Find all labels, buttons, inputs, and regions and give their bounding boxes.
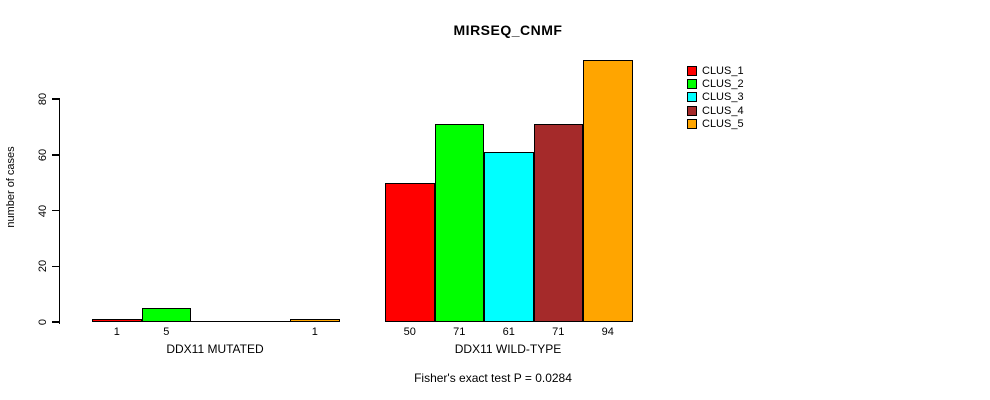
legend-label: CLUS_2 <box>702 78 744 91</box>
bar-clus_2 <box>141 308 191 322</box>
legend-item: CLUS_1 <box>687 64 744 77</box>
bar-clus_3 <box>484 151 534 322</box>
bar-clus_1 <box>92 319 142 322</box>
bar-value-label: 5 <box>163 326 170 338</box>
bar-value-label: 71 <box>453 326 466 338</box>
bar-clus_1 <box>385 182 435 322</box>
y-tick-mark <box>52 265 60 267</box>
y-tick-label: 80 <box>37 92 49 106</box>
clus_4-color-swatch <box>687 105 697 116</box>
bar-clus_5 <box>290 319 340 322</box>
bar-value-label: 50 <box>403 326 416 338</box>
y-tick-label: 20 <box>37 260 49 273</box>
legend-label: CLUS_4 <box>702 104 744 117</box>
y-tick-mark <box>52 98 60 100</box>
chart-title: MIRSEQ_CNMF <box>453 22 563 38</box>
y-tick-mark <box>52 209 60 212</box>
clus_2-color-swatch <box>687 79 697 90</box>
bar-value-label: 61 <box>502 326 515 338</box>
legend-item: CLUS_5 <box>687 118 744 131</box>
legend-label: CLUS_1 <box>702 64 744 77</box>
bar-clus_2 <box>434 124 484 322</box>
y-tick-mark <box>52 321 60 323</box>
bar-clus_4 <box>533 124 583 322</box>
y-tick-label: 0 <box>37 318 49 326</box>
bar-clus_5 <box>583 59 633 322</box>
y-tick-label: 60 <box>37 148 49 161</box>
bar-value-label: 71 <box>552 326 565 338</box>
bar-value-label: 1 <box>311 326 318 338</box>
clus_3-color-swatch <box>687 92 697 103</box>
legend-item: CLUS_2 <box>687 77 744 90</box>
y-tick-label: 40 <box>37 204 49 217</box>
y-axis-label: number of cases <box>5 146 17 228</box>
bar-value-label: 94 <box>601 326 614 338</box>
bar-value-label: 1 <box>113 326 120 338</box>
bar-clus_4-zero <box>240 320 292 322</box>
bar-clus_3-zero <box>191 320 242 322</box>
fisher-test-annotation: Fisher's exact test P = 0.0284 <box>414 371 572 385</box>
clus_5-color-swatch <box>687 119 697 130</box>
legend: CLUS_1 CLUS_2 CLUS_3 CLUS_4 CLUS_5 <box>687 64 744 131</box>
x-group-label-mutated: DDX11 MUTATED <box>166 342 264 356</box>
legend-label: CLUS_5 <box>702 118 744 131</box>
x-group-label-wildtype: DDX11 WILD-TYPE <box>454 342 562 356</box>
legend-item: CLUS_3 <box>687 91 744 104</box>
legend-label: CLUS_3 <box>702 91 744 104</box>
y-tick-mark <box>52 154 60 156</box>
legend-item: CLUS_4 <box>687 104 744 117</box>
clus_1-color-swatch <box>687 65 697 76</box>
